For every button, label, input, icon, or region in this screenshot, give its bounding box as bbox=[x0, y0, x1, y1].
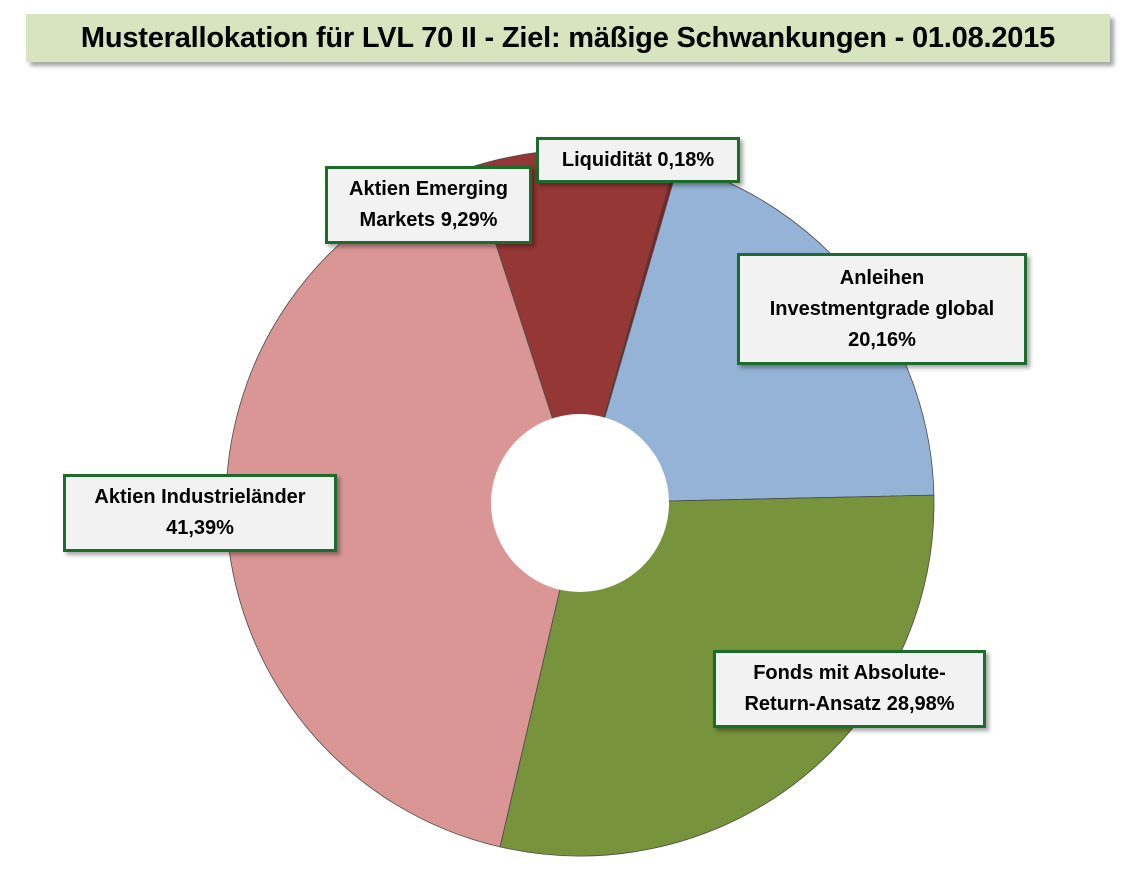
chart-title: Musterallokation für LVL 70 II - Ziel: m… bbox=[80, 21, 1056, 54]
chart-title-box: Musterallokation für LVL 70 II - Ziel: m… bbox=[26, 14, 1110, 62]
label-industrie-line-1: Aktien Industrieländer bbox=[94, 486, 306, 508]
label-liquiditaet: Liquidität 0,18% bbox=[536, 137, 740, 183]
label-liquiditaet-line-1: Liquidität 0,18% bbox=[561, 148, 715, 171]
pie-slices bbox=[225, 149, 935, 857]
label-emerging-line-2: Markets 9,29% bbox=[359, 209, 498, 231]
label-fonds-line-2: Return-Ansatz 28,98% bbox=[744, 693, 955, 715]
label-aktien-emerging-markets: Aktien Emerging Markets 9,29% bbox=[325, 166, 532, 244]
label-aktien-industrielaender: Aktien Industrieländer 41,39% bbox=[63, 474, 337, 552]
label-industrie-line-2: 41,39% bbox=[166, 517, 234, 539]
label-anleihen-line-2: Investmentgrade global bbox=[769, 297, 995, 320]
label-anleihen-line-1: Anleihen bbox=[839, 266, 925, 289]
label-anleihen-investmentgrade: Anleihen Investmentgrade global 20,16% bbox=[737, 253, 1027, 365]
label-anleihen-line-3: 20,16% bbox=[848, 328, 916, 351]
label-fonds-line-1: Fonds mit Absolute- bbox=[753, 662, 946, 684]
label-fonds-absolute-return: Fonds mit Absolute- Return-Ansatz 28,98% bbox=[713, 650, 986, 728]
label-emerging-line-1: Aktien Emerging bbox=[349, 178, 508, 200]
donut-hole bbox=[491, 414, 669, 592]
